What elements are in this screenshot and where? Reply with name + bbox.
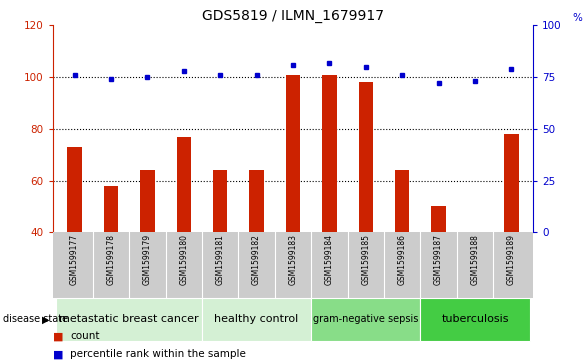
Text: GSM1599179: GSM1599179 <box>143 234 152 285</box>
Text: GSM1599184: GSM1599184 <box>325 234 334 285</box>
Text: gram-negative sepsis: gram-negative sepsis <box>313 314 418 325</box>
Text: ▶: ▶ <box>42 314 50 325</box>
Bar <box>431 207 446 232</box>
Bar <box>395 170 410 232</box>
Bar <box>249 170 264 232</box>
Bar <box>504 134 519 232</box>
Bar <box>176 136 191 232</box>
Text: GSM1599183: GSM1599183 <box>288 234 298 285</box>
Bar <box>322 74 337 232</box>
Text: count: count <box>70 331 100 341</box>
Text: GSM1599178: GSM1599178 <box>107 234 115 285</box>
Bar <box>213 170 227 232</box>
Text: GSM1599188: GSM1599188 <box>471 234 479 285</box>
Text: ■: ■ <box>53 331 63 341</box>
Text: %: % <box>572 13 582 23</box>
Text: GSM1599182: GSM1599182 <box>252 234 261 285</box>
Bar <box>140 170 155 232</box>
Bar <box>286 74 300 232</box>
Bar <box>104 186 118 232</box>
Text: healthy control: healthy control <box>214 314 299 325</box>
Text: GSM1599189: GSM1599189 <box>507 234 516 285</box>
Text: GSM1599187: GSM1599187 <box>434 234 443 285</box>
Text: tuberculosis: tuberculosis <box>441 314 509 325</box>
Text: GSM1599177: GSM1599177 <box>70 234 79 285</box>
Bar <box>420 298 530 341</box>
Bar <box>67 147 82 232</box>
Bar <box>202 298 311 341</box>
Text: GSM1599186: GSM1599186 <box>398 234 407 285</box>
Text: GSM1599181: GSM1599181 <box>216 234 224 285</box>
Text: GSM1599185: GSM1599185 <box>362 234 370 285</box>
Bar <box>56 298 202 341</box>
Bar <box>311 298 420 341</box>
Text: GDS5819 / ILMN_1679917: GDS5819 / ILMN_1679917 <box>202 9 384 23</box>
Text: GSM1599180: GSM1599180 <box>179 234 188 285</box>
Text: ■: ■ <box>53 349 63 359</box>
Text: metastatic breast cancer: metastatic breast cancer <box>59 314 199 325</box>
Text: disease state: disease state <box>3 314 68 325</box>
Bar <box>359 82 373 232</box>
Text: percentile rank within the sample: percentile rank within the sample <box>70 349 246 359</box>
